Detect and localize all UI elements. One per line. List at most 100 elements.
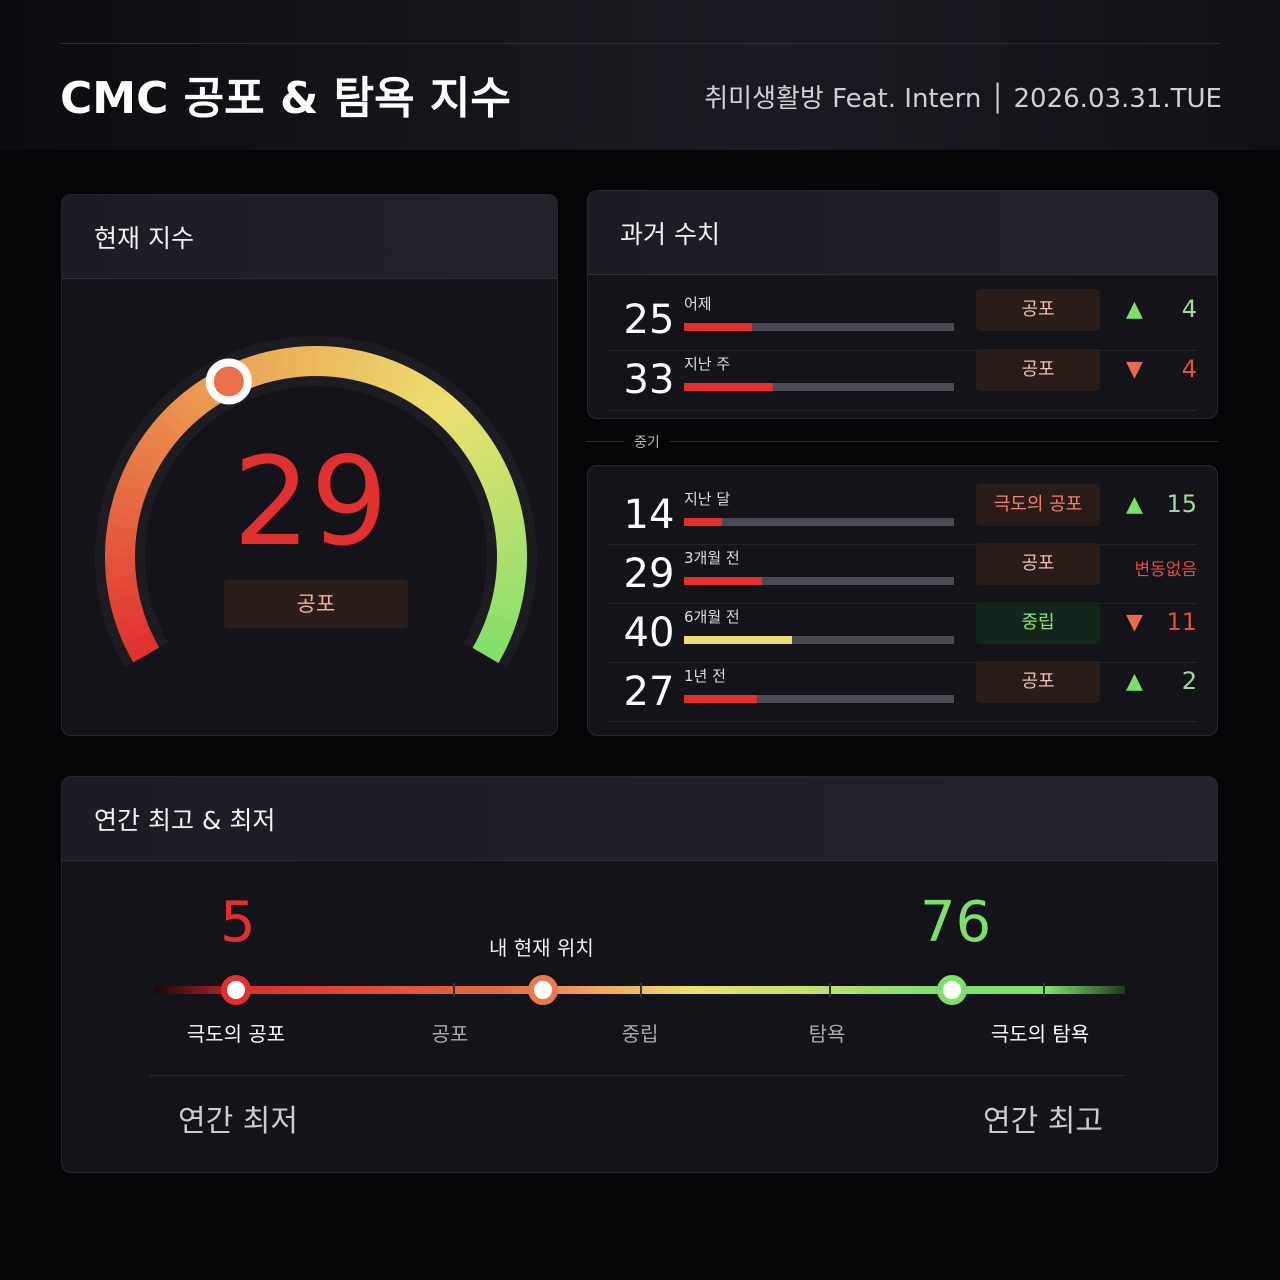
gauge-arc-segment <box>282 347 298 379</box>
gauge-arc-segment <box>109 594 142 612</box>
history-value: 29 <box>623 551 675 597</box>
scale-tick <box>829 983 831 997</box>
history-period: 지난 달 <box>684 490 731 508</box>
gauge-arc-segment <box>261 350 279 383</box>
gauge-arc-segment <box>106 575 138 591</box>
divider <box>586 441 1218 442</box>
panel-title: 연간 최고 & 최저 <box>62 777 1217 861</box>
gauge-arc-segment <box>492 585 525 602</box>
gauge-arc-segment <box>380 360 403 392</box>
panel-title: 과거 수치 <box>588 191 1217 275</box>
scale-label: 탐욕 <box>808 1022 846 1046</box>
history-panel-mid: 14 지난 달 극도의 공포 ▲ 15 29 3개월 전 공포 변동없음 40 … <box>587 465 1218 736</box>
gauge-knob <box>205 358 252 405</box>
gauge-arc-segment <box>487 603 520 623</box>
gauge-arc-segment <box>293 346 308 378</box>
gauge <box>95 335 537 735</box>
history-badge: 극도의 공포 <box>976 484 1100 526</box>
gauge-arc-segment <box>159 407 189 436</box>
current-label: 공포 <box>224 580 408 628</box>
gauge-arc-segment <box>422 386 450 417</box>
history-bar <box>684 636 954 644</box>
divider <box>150 1075 1125 1076</box>
history-bar-fill <box>684 518 722 526</box>
current-index-panel: 현재 지수 29 공포 <box>61 194 558 736</box>
yearly-low-label: 연간 최저 <box>178 1104 298 1139</box>
gauge-arc-segment <box>371 356 393 389</box>
history-row: 40 6개월 전 중립 ▼ 11 <box>608 602 1197 663</box>
gauge-arc-segment <box>429 393 458 423</box>
history-value: 25 <box>623 297 675 343</box>
yearly-high-value: 76 <box>920 890 992 955</box>
gauge-arc-segment <box>118 621 151 643</box>
history-row: 25 어제 공포 ▲ 4 <box>608 289 1197 351</box>
gauge-arc-segment <box>250 353 270 385</box>
history-bar <box>684 518 954 526</box>
current-position-label: 내 현재 위치 <box>489 936 594 960</box>
gauge-arc-segment <box>490 594 523 613</box>
arrow-down-icon: ▼ <box>1126 610 1143 635</box>
gauge-arc-segment <box>174 392 203 423</box>
history-bar-fill <box>684 323 752 331</box>
gauge-arc-segment <box>107 584 139 601</box>
gauge-arc-segment <box>115 612 148 633</box>
history-period: 어제 <box>684 295 712 313</box>
history-bar-fill <box>684 695 757 703</box>
gauge-arc-segment <box>123 630 155 653</box>
yearly-low-value: 5 <box>220 890 256 955</box>
arrow-down-icon: ▼ <box>1126 357 1143 382</box>
history-bar <box>684 695 954 703</box>
gauge-arc-segment <box>443 407 474 437</box>
scale-label: 중립 <box>621 1022 659 1046</box>
gauge-arc-segment <box>272 348 289 380</box>
history-row: 33 지난 주 공포 ▼ 4 <box>608 349 1197 411</box>
gauge-arc-segment <box>472 639 505 663</box>
arrow-up-icon: ▲ <box>1126 297 1143 322</box>
yearly-high-marker <box>937 975 967 1005</box>
history-change: 2 <box>1181 667 1197 695</box>
gauge-arc-segment <box>477 630 509 654</box>
panel-title: 현재 지수 <box>62 195 557 279</box>
gauge-arc-segment <box>344 348 361 381</box>
history-period: 1년 전 <box>684 667 726 685</box>
history-row: 27 1년 전 공포 ▲ 2 <box>608 661 1197 722</box>
divider-label: 중기 <box>624 432 670 452</box>
gauge-arc-segment <box>191 379 218 411</box>
history-period: 3개월 전 <box>684 549 740 567</box>
history-badge: 중립 <box>976 602 1100 644</box>
history-badge: 공포 <box>976 543 1100 585</box>
gauge-arc-segment <box>481 621 513 644</box>
scale-label: 극도의 탐욕 <box>990 1022 1090 1046</box>
history-bar <box>684 323 954 331</box>
history-badge: 공포 <box>976 289 1100 331</box>
gauge-arc-segment <box>325 346 339 378</box>
history-badge: 공포 <box>976 661 1100 703</box>
gauge-arc-segment <box>437 400 466 430</box>
arrow-up-icon: ▲ <box>1126 492 1143 517</box>
history-change: 4 <box>1181 295 1197 323</box>
yearly-low-marker <box>221 975 251 1005</box>
gauge-arc-segment <box>353 350 372 383</box>
current-value: 29 <box>232 431 389 573</box>
subtitle: 취미생활방 Feat. Intern │ 2026.03.31.TUE <box>704 84 1222 114</box>
history-row: 14 지난 달 극도의 공포 ▲ 15 <box>608 484 1197 545</box>
history-panel-short: 과거 수치 25 어제 공포 ▲ 4 33 지난 주 공포 ▼ 4 <box>587 190 1218 419</box>
history-period: 6개월 전 <box>684 608 740 626</box>
history-value: 40 <box>623 610 675 656</box>
yearly-high-label: 연간 최고 <box>983 1104 1103 1139</box>
history-value: 33 <box>623 357 675 403</box>
scale-label: 극도의 공포 <box>186 1022 286 1046</box>
yearly-panel: 연간 최고 & 최저 <box>61 776 1218 1173</box>
history-row: 29 3개월 전 공포 변동없음 <box>608 543 1197 604</box>
history-value: 14 <box>623 492 675 538</box>
scale-tick <box>453 983 455 997</box>
history-bar <box>684 383 954 391</box>
gauge-arc-segment <box>334 347 350 379</box>
gauge-arc-segment <box>494 575 526 591</box>
scale-tick <box>1043 983 1045 997</box>
scale-tick <box>640 983 642 997</box>
gauge-arc-segment <box>406 374 432 406</box>
header: CMC 공포 & 탐욕 지수 취미생활방 Feat. Intern │ 2026… <box>0 0 1280 150</box>
gauge-arc-segment <box>112 603 144 623</box>
scale-label: 공포 <box>431 1022 469 1046</box>
